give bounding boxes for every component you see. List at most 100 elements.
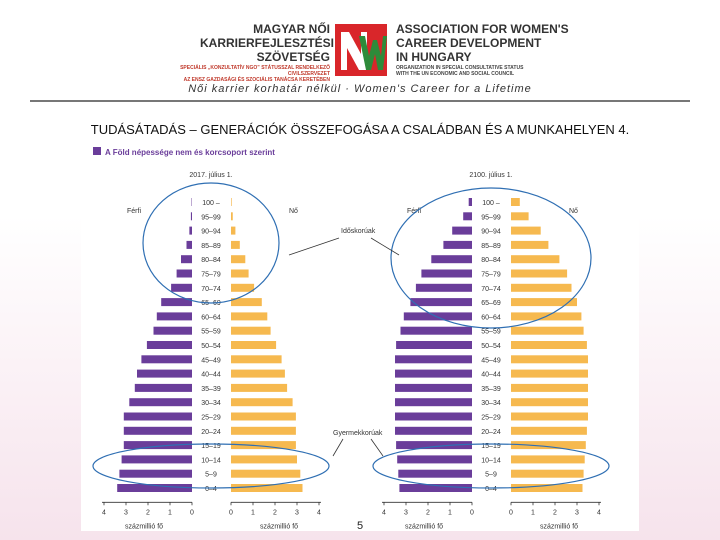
age-group-label: 100 – [202,200,220,207]
male-bar [395,412,472,421]
female-bar [231,383,288,392]
female-bar [231,298,262,307]
male-bar [161,298,192,307]
x-tick-label: 3 [575,509,579,516]
female-bar [511,355,588,364]
x-axis-label: százmillió fő [540,523,578,530]
age-group-label: 85–89 [201,243,221,250]
x-axis-label: százmillió fő [260,523,298,530]
age-group-label: 45–49 [481,357,501,364]
male-bar [117,484,192,492]
male-bar [421,269,472,278]
male-bar [431,255,472,264]
annotation-arrow [288,237,340,256]
x-tick-label: 4 [597,509,601,516]
age-group-label: 30–34 [201,400,221,407]
female-bar [511,426,587,435]
age-group-label: 45–49 [201,357,221,364]
female-bar [231,212,233,221]
x-tick-label: 2 [146,509,150,516]
age-group-label: 80–84 [481,257,501,264]
male-bar [123,412,192,421]
org-sub-hu-line: SPECIÁLIS „KONZULTATÍV NGO” STÁTUSSZAL R… [180,65,330,77]
org-subtitle-english: ORGANIZATION IN SPECIAL CONSULTATIVE STA… [396,65,596,77]
org-name-hungarian: MAGYAR NŐI KARRIERFEJLESZTÉSI SZÖVETSÉG [200,22,334,64]
slide-title: TUDÁSÁTADÁS – GENERÁCIÓK ÖSSZEFOGÁSA A C… [90,122,630,137]
age-group-label: 15–19 [201,443,221,450]
male-bar [181,255,192,264]
female-bar [231,226,236,235]
female-bar [511,412,588,421]
age-group-label: 25–29 [201,415,221,422]
age-group-label: 30–34 [481,400,501,407]
age-group-label: 40–44 [481,372,501,379]
female-bar [511,469,584,478]
female-bar [231,412,296,421]
male-bar [398,469,472,478]
male-bar [468,198,472,206]
org-name-en-line: CAREER DEVELOPMENT [396,36,542,50]
x-tick-label: 2 [553,509,557,516]
male-bar [123,441,192,450]
org-subtitle-hungarian: SPECIÁLIS „KONZULTATÍV NGO” STÁTUSSZAL R… [150,65,330,83]
elderly-highlight-ellipse [390,187,592,329]
female-bar [231,240,240,249]
female-bar [231,269,249,278]
male-bar [186,240,192,249]
male-bar [129,398,192,407]
male-bar [463,212,472,221]
header-divider [30,100,690,102]
age-group-label: 20–24 [481,429,501,436]
children-highlight-ellipse [92,443,330,489]
age-group-label: 70–74 [481,286,501,293]
female-bar [511,255,560,264]
female-bar [231,198,232,206]
female-bar [511,484,583,492]
x-tick-label: 0 [470,509,474,516]
age-group-label: 65–69 [481,300,501,307]
male-bar [171,283,192,292]
x-tick-label: 0 [509,509,513,516]
page-number: 5 [356,520,364,532]
male-bar [153,326,192,335]
female-bar [231,441,296,450]
age-group-label: 90–94 [201,229,221,236]
age-group-label: 60–64 [201,314,221,321]
x-tick-label: 0 [229,509,233,516]
org-name-hu-line: SZÖVETSÉG [256,50,330,64]
age-group-label: 85–89 [481,243,501,250]
age-group-label: 10–14 [201,457,221,464]
org-sub-en-line: ORGANIZATION IN SPECIAL CONSULTATIVE STA… [396,65,524,71]
chart-title: A Föld népessége nem és korcsoport szeri… [105,148,275,157]
annotation-elderly: Időskorúak [341,228,376,235]
age-group-label: 0–4 [205,486,217,493]
age-group-label: 20–24 [201,429,221,436]
female-bar [231,369,285,378]
x-tick-label: 4 [382,509,386,516]
female-bar [511,455,585,464]
age-group-label: 75–79 [481,272,501,279]
male-bar [410,298,472,307]
male-bar [123,426,192,435]
male-bar [395,398,472,407]
x-tick-label: 0 [190,509,194,516]
male-bar [395,383,472,392]
title-marker [93,147,101,155]
annotation-arrow [370,438,384,457]
elderly-highlight-ellipse [142,182,280,304]
org-name-hu-line: MAGYAR NŐI [253,22,330,36]
female-bar [231,398,293,407]
age-group-label: 0–4 [485,486,497,493]
age-group-label: 35–39 [201,386,221,393]
x-tick-label: 1 [168,509,172,516]
male-bar [146,341,192,349]
female-bar [511,269,568,278]
org-sub-hu-line: AZ ENSZ GAZDASÁGI ÉS SZOCIÁLIS TANÁCSA K… [183,77,330,83]
children-highlight-ellipse [372,443,610,489]
org-name-english: ASSOCIATION FOR WOMEN'S CAREER DEVELOPME… [396,22,596,64]
female-side-label: Nő [569,208,578,215]
male-bar [395,369,472,378]
age-group-label: 55–59 [201,329,221,336]
male-bar [397,455,472,464]
male-bar [403,312,472,321]
